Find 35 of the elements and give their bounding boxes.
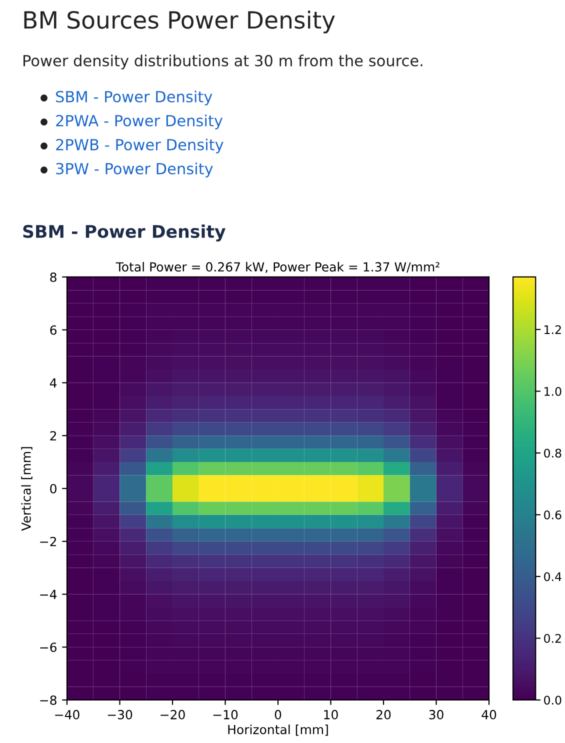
color-bar-label: 0.0 [544, 696, 562, 705]
x-tick-label: 40 [482, 710, 496, 720]
text: SBM - Power Density [23, 224, 226, 242]
y-tick-label: −6 [40, 642, 56, 652]
text: 3PW - Power Density [56, 162, 213, 178]
x-tick-label: 10 [324, 710, 338, 720]
text: 2PWA - Power Density [56, 114, 223, 130]
y-tick-label: −2 [40, 536, 56, 546]
x-tick-label: 30 [429, 710, 444, 720]
color-bar-label: 0.4 [544, 572, 562, 582]
color-bar-label: 0.2 [544, 634, 561, 643]
color-bar-label: 1.0 [544, 386, 562, 396]
y-tick-label: 6 [50, 325, 56, 335]
y-axis-title: Vertical [mm] [21, 447, 32, 531]
x-axis-title: Horizontal [mm] [228, 724, 328, 736]
x-tick-label: −20 [160, 710, 185, 720]
y-tick-label: 0 [50, 484, 56, 494]
x-tick-label: −30 [108, 710, 132, 720]
color-bar-label: 0.6 [544, 510, 562, 520]
y-tick-label: 4 [50, 378, 57, 388]
x-tick-label: 0 [274, 710, 282, 720]
y-tick-label: −8 [40, 695, 56, 705]
y-tick-label: 2 [50, 431, 56, 440]
color-bar-label: 0.8 [544, 448, 562, 458]
text: BM Sources Power Density [24, 10, 335, 34]
x-tick-label: −10 [213, 710, 238, 720]
y-tick-label: 8 [50, 272, 56, 282]
y-tick-label: −4 [40, 590, 57, 599]
x-tick-label: 20 [376, 710, 391, 720]
text: SBM - Power Density [56, 90, 212, 106]
text: 2PWB - Power Density [56, 138, 224, 154]
color-bar-label: 1.2 [544, 325, 561, 334]
chart-title: Total Power = 0.267 kW, Power Peak = 1.37 W/mm² [116, 262, 440, 273]
text: Power density distributions at 30 m from the source. [24, 54, 422, 70]
x-tick-label: −40 [55, 710, 80, 720]
